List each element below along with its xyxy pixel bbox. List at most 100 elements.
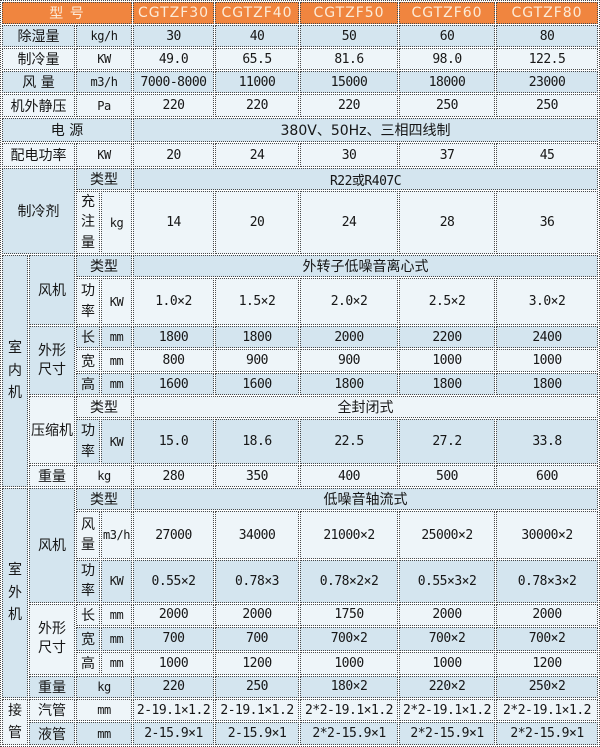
indoor-height-unit: mm (101, 373, 133, 395)
static-pressure-unit: Pa (76, 94, 133, 117)
value-cell: 80 (496, 25, 599, 47)
row-indoor-width: 宽 mm 800 900 900 1000 1000 (2, 349, 599, 372)
value-cell: 11000 (215, 71, 300, 93)
indoor-weight-unit: kg (76, 465, 133, 487)
row-outdoor-fan-airflow: 风 量 m3/h 27000 34000 21000×2 25000×2 300… (2, 511, 599, 559)
value-cell: 1200 (215, 651, 300, 675)
row-pipe-gas: 接 管 汽管 mm 2-19.1×1.2 2-19.1×1.2 2*2-19.1… (2, 698, 599, 746)
header-row: 型 号 CGTZF30 CGTZF40 CGTZF50 CGTZF60 CGTZ… (2, 2, 599, 24)
value-cell: 220 (300, 94, 399, 117)
value-cell: 900 (215, 349, 300, 372)
value-cell: 0.55×3×2 (399, 560, 496, 603)
value-cell: 23000 (496, 71, 599, 93)
value-cell: 1800 (300, 373, 399, 395)
value-cell: 2*2-19.1×1.2 (399, 698, 496, 722)
model-header-cgtzf40: CGTZF40 (215, 2, 300, 24)
value-cell: 900 (300, 349, 399, 372)
value-cell: 15.0 (133, 419, 215, 464)
indoor-dims-label: 外形 尺寸 (29, 326, 75, 395)
value-cell: 0.78×3 (215, 560, 300, 603)
compressor-power-label: 功 率 (76, 419, 100, 464)
refrigerant-type-label: 类型 (76, 168, 133, 190)
value-cell: 700×2 (496, 626, 599, 651)
value-cell: 2*2-15.9×1 (496, 722, 599, 746)
outdoor-fan-airflow-label: 风 量 (76, 511, 100, 559)
value-cell: 21000×2 (300, 511, 399, 559)
row-cooling: 制冷量 KW 49.0 65.5 81.6 98.0 122.5 (2, 48, 599, 70)
row-indoor-length: 外形 尺寸 长 mm 1800 1800 2000 2200 2400 (2, 326, 599, 395)
value-cell: 27000 (133, 511, 215, 559)
outdoor-unit-label: 室 外 机 (2, 488, 28, 698)
value-cell: 400 (300, 465, 399, 487)
indoor-length-label: 长 (76, 326, 100, 348)
value-cell: 20 (133, 143, 215, 167)
indoor-height-label: 高 (76, 373, 100, 395)
row-outdoor-fan-type: 室 外 机 风机 类型 低噪音轴流式 (2, 488, 599, 698)
value-cell: 33.8 (496, 419, 599, 464)
value-cell: 2*2-15.9×1 (399, 722, 496, 746)
value-cell: 1000 (496, 349, 599, 372)
value-cell: 2.0×2 (300, 278, 399, 325)
row-indoor-weight: 重量 kg 280 350 400 500 600 (2, 465, 599, 487)
row-indoor-fan-type: 室 内 机 风机 类型 外转子低噪音离心式 (2, 255, 599, 487)
value-cell: 600 (496, 465, 599, 487)
row-power-supply: 电 源 380V、50Hz、三相四线制 (2, 118, 599, 142)
value-cell: 18000 (399, 71, 496, 93)
indoor-unit-label: 室 内 机 (2, 255, 28, 487)
outdoor-width-label: 宽 (76, 626, 100, 651)
value-cell: 122.5 (496, 48, 599, 70)
outdoor-weight-label: 重量 (29, 675, 75, 698)
cooling-unit: KW (76, 48, 133, 70)
indoor-fan-type-label: 类型 (76, 255, 133, 277)
value-cell: 220 (133, 94, 215, 117)
value-cell: 2.5×2 (399, 278, 496, 325)
value-cell: 2*2-15.9×1 (300, 722, 399, 746)
dist-power-unit: KW (76, 143, 133, 167)
row-outdoor-length: 外形 尺寸 长 mm 2000 2000 1750 2000 2000 (2, 603, 599, 675)
indoor-fan-power-unit: KW (101, 278, 133, 325)
indoor-width-unit: mm (101, 349, 133, 372)
value-cell: 1200 (496, 651, 599, 675)
row-dehumid: 除湿量 kg/h 30 40 50 60 80 (2, 25, 599, 47)
value-cell: 1.0×2 (133, 278, 215, 325)
value-cell: 2200 (399, 326, 496, 348)
airflow-unit: m3/h (76, 71, 133, 93)
value-cell: 2-15.9×1 (215, 722, 300, 746)
value-cell: 1800 (215, 326, 300, 348)
indoor-fan-type-value: 外转子低噪音离心式 (133, 255, 599, 277)
value-cell: 2-15.9×1 (133, 722, 215, 746)
charge-label: 充 注 量 (76, 191, 100, 254)
dehumid-label: 除湿量 (2, 25, 75, 47)
value-cell: 27.2 (399, 419, 496, 464)
value-cell: 22.5 (300, 419, 399, 464)
value-cell: 14 (133, 191, 215, 254)
value-cell: 220 (215, 94, 300, 117)
model-header-label: 型 号 (2, 2, 133, 24)
outdoor-height-label: 高 (76, 651, 100, 675)
dehumid-unit: kg/h (76, 25, 133, 47)
value-cell: 2*2-19.1×1.2 (496, 698, 599, 722)
value-cell: 2400 (496, 326, 599, 348)
value-cell: 700 (133, 626, 215, 651)
charge-unit: kg (101, 191, 133, 254)
row-indoor-fan-power: 功 率 KW 1.0×2 1.5×2 2.0×2 2.5×2 3.0×2 (2, 278, 599, 325)
value-cell: 180×2 (300, 675, 399, 698)
value-cell: 81.6 (300, 48, 399, 70)
row-outdoor-weight: 重量 kg 220 250 180×2 220×2 250×2 (2, 675, 599, 698)
value-cell: 2000 (496, 603, 599, 626)
outdoor-weight-unit: kg (76, 675, 133, 698)
value-cell: 3.0×2 (496, 278, 599, 325)
row-indoor-height: 高 mm 1600 1600 1800 1800 1800 (2, 373, 599, 395)
value-cell: 1750 (300, 603, 399, 626)
row-compressor-power: 功 率 KW 15.0 18.6 22.5 27.2 33.8 (2, 419, 599, 464)
row-outdoor-height: 高 mm 1000 1200 1000 1000 1200 (2, 651, 599, 675)
value-cell: 2-19.1×1.2 (133, 698, 215, 722)
value-cell: 18.6 (215, 419, 300, 464)
value-cell: 1800 (133, 326, 215, 348)
value-cell: 50 (300, 25, 399, 47)
indoor-fan-label: 风机 (29, 255, 75, 325)
value-cell: 37 (399, 143, 496, 167)
value-cell: 60 (399, 25, 496, 47)
value-cell: 30000×2 (496, 511, 599, 559)
value-cell: 0.78×2×2 (300, 560, 399, 603)
